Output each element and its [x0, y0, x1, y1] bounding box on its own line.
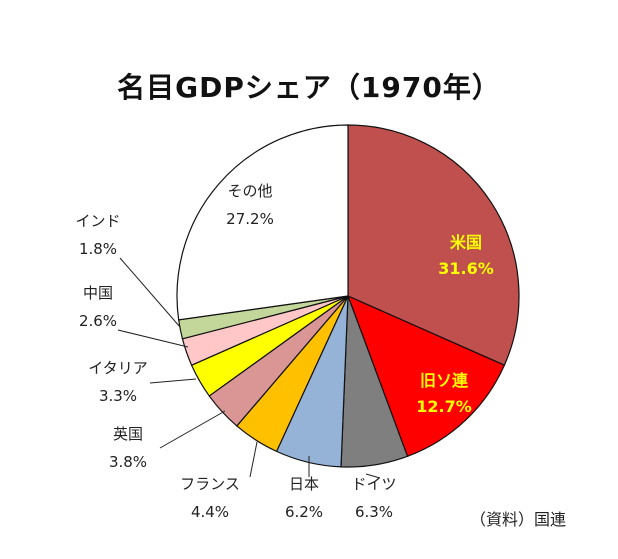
slice-label-1: 旧ソ連 — [420, 371, 469, 390]
slice-label-4: フランス — [180, 475, 240, 493]
leader-line-5 — [159, 410, 226, 449]
slice-label-2: ドイツ — [351, 475, 396, 493]
pie-slice-0 — [347, 124, 520, 367]
slice-value-9: 27.2% — [226, 210, 274, 228]
chart-title: 名目GDPシェア（1970年） — [117, 71, 501, 104]
slice-label-9: その他 — [227, 182, 272, 200]
pie-slice-9 — [176, 124, 349, 321]
leader-line-8 — [119, 257, 181, 328]
source-note: （資料）国連 — [470, 510, 567, 529]
leader-line-4 — [249, 441, 258, 478]
slice-label-6: イタリア — [88, 359, 147, 377]
slice-value-8: 1.8% — [79, 240, 117, 258]
slice-value-3: 6.2% — [285, 503, 323, 521]
leader-line-7 — [117, 329, 189, 348]
slice-value-4: 4.4% — [191, 503, 229, 521]
slice-value-6: 3.3% — [99, 387, 137, 405]
leader-line-2 — [365, 473, 381, 479]
pie-slice-1 — [346, 294, 506, 458]
slice-value-2: 6.3% — [355, 503, 393, 521]
slice-label-7: 中国 — [83, 284, 113, 302]
slice-value-0: 31.6% — [438, 259, 494, 278]
slice-label-8: インド — [75, 212, 120, 230]
slice-value-5: 3.8% — [109, 453, 147, 471]
slice-label-5: 英国 — [113, 425, 143, 443]
leader-line-6 — [149, 378, 197, 384]
slice-label-0: 米国 — [450, 233, 482, 252]
slice-label-3: 日本 — [289, 475, 319, 493]
slice-value-7: 2.6% — [79, 312, 117, 330]
slice-value-1: 12.7% — [416, 397, 472, 416]
